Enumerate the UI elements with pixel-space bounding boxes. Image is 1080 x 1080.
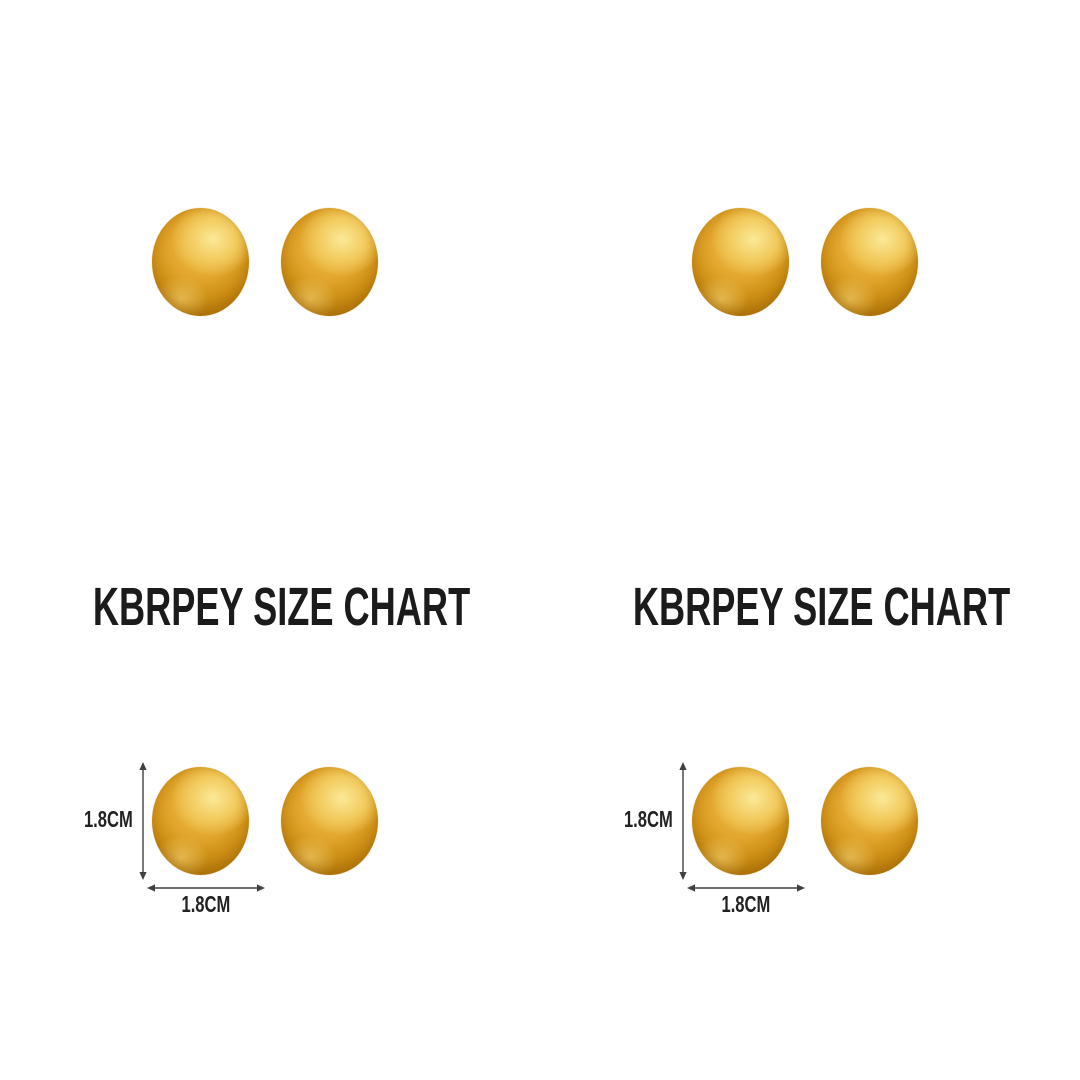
gold-ball-earring-right (281, 208, 378, 316)
gold-ball-earring-right (281, 767, 378, 875)
gold-ball-earring-left (692, 208, 789, 316)
gold-ball-earring-right (821, 767, 918, 875)
size-chart-title-wrap: KBRPEY SIZE CHART (0, 580, 540, 634)
height-dimension-label: 1.8CM (84, 806, 133, 832)
height-dimension-arrow-icon (679, 762, 687, 880)
height-dimension-label: 1.8CM (624, 806, 673, 832)
gold-ball-earring-left (152, 767, 249, 875)
width-dimension-arrow-icon (687, 884, 805, 892)
product-photo-cell-top-right (540, 0, 1080, 540)
width-dimension-label: 1.8CM (181, 891, 231, 917)
product-photo-cell-top-left (0, 0, 540, 540)
gold-ball-earring-left (692, 767, 789, 875)
size-chart-cell-bottom-right: KBRPEY SIZE CHART 1.8CM 1.8CM (540, 540, 1080, 1080)
height-dimension-arrow-icon (139, 762, 147, 880)
size-chart-title: KBRPEY SIZE CHART (632, 577, 1011, 637)
width-dimension-label: 1.8CM (721, 891, 771, 917)
width-dimension-arrow-icon (147, 884, 265, 892)
size-chart-cell-bottom-left: KBRPEY SIZE CHART 1.8CM 1.8CM (0, 540, 540, 1080)
size-chart-title-wrap: KBRPEY SIZE CHART (540, 580, 1080, 634)
gold-ball-earring-left (152, 208, 249, 316)
gold-ball-earring-right (821, 208, 918, 316)
size-chart-title: KBRPEY SIZE CHART (92, 577, 471, 637)
